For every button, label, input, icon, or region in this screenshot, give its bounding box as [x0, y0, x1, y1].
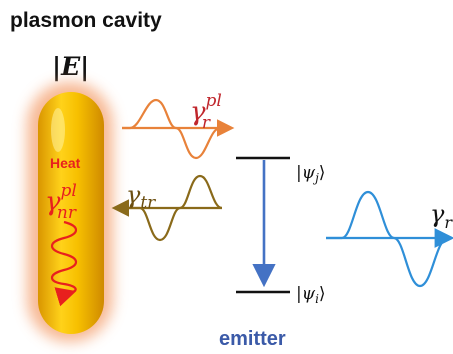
- state-upper-label: |ψj⟩: [296, 163, 325, 185]
- field-label: |E|: [52, 52, 89, 81]
- gamma-tr-symbol: γ: [126, 181, 141, 209]
- gamma-nr-label: γpl nr: [45, 181, 77, 223]
- state-lower-label: |ψi⟩: [296, 284, 326, 306]
- state-lower-close: ⟩: [319, 284, 326, 304]
- gamma-r-right-symbol: γ: [430, 200, 445, 228]
- gamma-nr-sup: pl: [61, 181, 77, 201]
- emission-wave: [326, 190, 453, 288]
- state-upper-close: ⟩: [319, 163, 326, 183]
- state-upper-sub: j: [312, 171, 319, 185]
- diagram-title: plasmon cavity: [10, 9, 162, 32]
- radiative-wave: [122, 98, 235, 160]
- gamma-tr-sub: tr: [140, 193, 156, 213]
- gamma-r-pl-sub: r: [202, 113, 211, 133]
- plasmon-nanorod: [27, 82, 113, 342]
- heat-squiggle: [50, 220, 78, 307]
- heat-label: Heat: [50, 155, 81, 171]
- gamma-r-pl-label: γpl r: [190, 91, 222, 133]
- transfer-wave: [111, 174, 223, 242]
- gamma-tr-label: γtr: [126, 181, 156, 213]
- gamma-r-pl-sup: pl: [206, 91, 222, 111]
- gamma-nr-sub: nr: [57, 203, 77, 223]
- gamma-r-right-sub: r: [444, 213, 453, 232]
- state-lower-sub: i: [315, 292, 319, 306]
- emitter-label: emitter: [219, 328, 286, 350]
- state-lower-open: |ψ: [296, 284, 316, 304]
- gamma-nr-symbol: γ: [45, 187, 61, 217]
- rod-highlight: [51, 108, 65, 152]
- gamma-r-pl-symbol: γ: [190, 97, 206, 127]
- state-upper-open: |ψ: [296, 163, 316, 183]
- gamma-r-right-label: γr: [430, 200, 453, 232]
